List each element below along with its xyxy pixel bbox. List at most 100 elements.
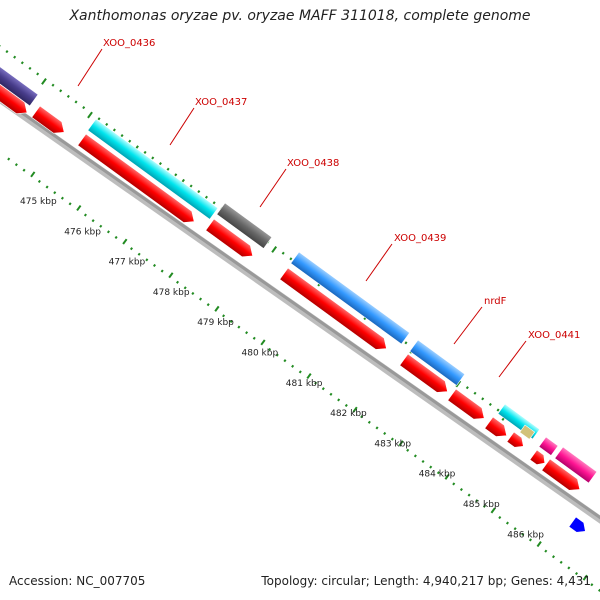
feature-blue-block-small <box>409 339 466 386</box>
kbp-minor-tick <box>590 583 594 587</box>
feature-khaki-block <box>519 424 536 440</box>
minor-tick <box>481 397 485 401</box>
minor-tick <box>197 190 201 194</box>
genome-backbone <box>0 95 600 524</box>
kbp-minor-tick <box>175 280 180 284</box>
kbp-minor-tick <box>544 549 548 553</box>
kbp-minor-tick <box>245 331 249 335</box>
cds-arrow-5 <box>279 267 387 350</box>
kbp-minor-tick <box>53 191 57 195</box>
kbp-major-tick <box>122 238 128 245</box>
kbp-major-tick <box>214 305 220 312</box>
kbp-minor-tick <box>291 364 295 368</box>
backbone-line-core <box>0 95 600 520</box>
gene-label[interactable]: XOO_0441 <box>528 330 580 341</box>
kbp-minor-tick <box>528 538 532 542</box>
kbp-major-tick <box>306 373 312 380</box>
kbp-minor-tick <box>206 303 210 307</box>
kbp-minor-tick <box>559 560 563 564</box>
kbp-major-tick <box>30 171 36 178</box>
cds-arrow-4 <box>205 218 254 258</box>
cds-arrow-7 <box>447 388 485 420</box>
gene-label[interactable]: XOO_0437 <box>195 97 247 108</box>
cds-arrow-6 <box>399 353 448 393</box>
minor-tick <box>204 195 208 199</box>
feature-magenta-block-2 <box>554 446 598 484</box>
minor-tick <box>281 251 285 255</box>
kbp-minor-tick <box>191 291 195 296</box>
gene-label[interactable]: XOO_0436 <box>103 38 155 49</box>
gene-label-leader <box>77 48 103 87</box>
kbp-label: 479 kbp <box>197 318 234 328</box>
kbp-minor-tick <box>413 454 417 458</box>
kbp-minor-tick <box>521 532 525 536</box>
minor-tick <box>112 128 116 132</box>
minor-tick <box>5 50 9 54</box>
kbp-minor-tick <box>152 263 157 268</box>
feature-gray-block <box>216 202 273 249</box>
kbp-minor-tick <box>498 515 502 520</box>
kbp-major-tick <box>398 440 404 447</box>
feature-cyan-block <box>87 118 219 220</box>
kbp-minor-tick <box>475 499 479 503</box>
minor-tick <box>465 386 469 390</box>
major-tick <box>455 380 462 388</box>
minor-tick <box>189 184 193 188</box>
topology-label: Topology: circular; Length: 4,940,217 bp… <box>261 574 591 588</box>
kbp-minor-tick <box>60 196 64 200</box>
minor-tick <box>28 66 32 70</box>
kbp-minor-tick <box>83 213 87 217</box>
feature-blue-block <box>290 251 411 345</box>
cds-arrow-8 <box>484 416 508 437</box>
cds-arrow-2 <box>31 105 65 134</box>
gene-labels: XOO_0436 XOO_0437 XOO_0438 XOO_0439 nrdF XOO_… <box>77 38 580 378</box>
kbp-minor-tick <box>237 325 241 329</box>
kbp-minor-tick <box>268 347 272 352</box>
gene-label[interactable]: XOO_0438 <box>287 158 339 169</box>
kbp-label: 476 kbp <box>64 227 101 237</box>
kbp-minor-tick <box>436 471 440 475</box>
kbp-minor-tick <box>199 297 203 301</box>
kbp-minor-tick <box>160 269 164 273</box>
kbp-label: 483 kbp <box>374 439 411 449</box>
kbp-major-tick <box>536 541 542 548</box>
kbp-minor-tick <box>314 381 318 385</box>
minor-tick <box>488 402 492 407</box>
kbp-minor-tick <box>421 459 425 464</box>
kbp-major-tick <box>444 473 450 480</box>
gene-label[interactable]: nrdF <box>484 296 507 307</box>
kbp-minor-tick <box>106 230 110 234</box>
gene-label-leader <box>498 340 527 378</box>
kbp-label: 480 kbp <box>242 349 279 359</box>
minor-tick <box>82 106 86 110</box>
kbp-minor-tick <box>68 202 72 206</box>
feature-darkblue-arrow <box>568 516 586 533</box>
minor-tick <box>59 89 63 93</box>
minor-tick <box>105 122 109 126</box>
gene-label-leader <box>259 168 287 208</box>
kbp-labels: 475 kbp 476 kbp 477 kbp 478 kbp 479 kbp 480 k… <box>20 197 544 540</box>
kbp-minor-tick <box>129 247 133 251</box>
minor-tick <box>97 117 101 121</box>
kbp-minor-tick <box>37 179 41 183</box>
kbp-minor-tick <box>222 314 226 318</box>
kbp-minor-tick <box>337 398 341 402</box>
gene-label[interactable]: XOO_0439 <box>394 233 446 244</box>
major-tick <box>41 78 47 85</box>
cds-arrow-9 <box>506 431 524 448</box>
minor-tick <box>74 100 78 104</box>
minor-tick <box>66 94 70 98</box>
kbp-minor-tick <box>367 420 371 424</box>
kbp-major-tick <box>582 574 588 581</box>
kbp-minor-tick <box>574 571 579 576</box>
kbp-label: 484 kbp <box>419 470 456 480</box>
kbp-label: 475 kbp <box>20 197 57 207</box>
kbp-label: 477 kbp <box>109 258 146 268</box>
cds-arrow-11 <box>541 458 581 491</box>
kbp-minor-tick <box>137 252 141 256</box>
kbp-minor-tick <box>482 504 486 508</box>
kbp-minor-tick <box>375 426 379 430</box>
gene-label-leader <box>453 306 483 345</box>
kbp-major-tick <box>490 507 496 514</box>
